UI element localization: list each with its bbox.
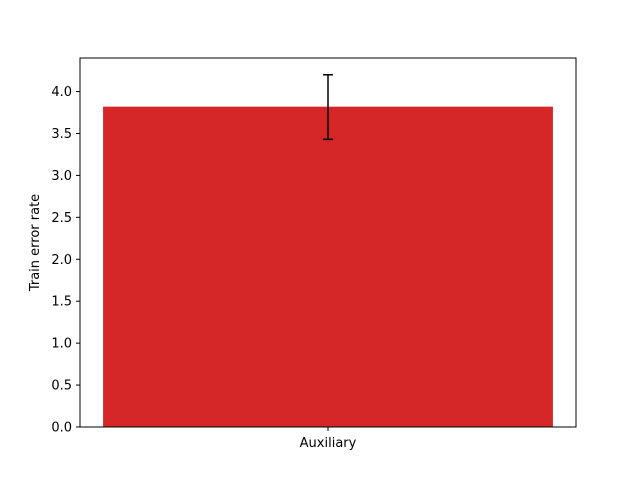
y-axis-label: Train error rate	[28, 194, 43, 292]
y-tick-label: 3.0	[51, 169, 72, 184]
errorbars-group	[323, 74, 333, 141]
bars-group	[103, 106, 553, 428]
y-tick-label: 4.0	[51, 85, 72, 100]
y-tick-label: 3.5	[51, 127, 72, 142]
x-axis: Auxiliary	[300, 427, 357, 451]
y-axis: 0.0 0.5 1.0 1.5 2.0 2.5 3.0 3.5 4.0	[51, 85, 80, 436]
y-tick-label: 0.0	[51, 421, 72, 436]
y-tick-label: 2.0	[51, 253, 72, 268]
y-tick-label: 2.5	[51, 211, 72, 226]
y-tick-label: 1.0	[51, 337, 72, 352]
y-tick-label: 0.5	[51, 379, 72, 394]
y-tick-label: 1.5	[51, 295, 72, 310]
bar-auxiliary	[103, 106, 553, 428]
x-tick-label: Auxiliary	[300, 436, 357, 451]
